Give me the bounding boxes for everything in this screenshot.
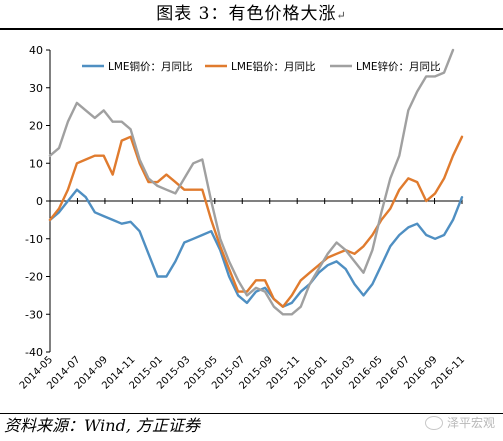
series-line-1 <box>48 188 464 308</box>
legend-label-1: LME铜价：月同比 <box>108 60 193 73</box>
watermark: 泽平宏观 <box>424 409 495 437</box>
y-tick-label: 20 <box>29 120 43 133</box>
legend-label-3: LME锌价：月同比 <box>356 60 441 73</box>
watermark-text: 泽平宏观 <box>446 416 495 430</box>
y-tick-label: 0 <box>36 195 43 208</box>
y-tick-label: -20 <box>25 271 43 284</box>
line-chart: -40-30-20-100102030402014-052014-072014-… <box>18 44 467 392</box>
y-tick-label: 40 <box>29 44 43 57</box>
y-tick-label: 30 <box>29 82 43 95</box>
title-text: 图表 3：有色价格大涨 <box>156 4 337 24</box>
legend-label-2: LME铝价：月同比 <box>231 60 316 73</box>
title-divider <box>0 28 503 30</box>
source-divider <box>0 413 503 414</box>
y-tick-label: 10 <box>29 157 43 170</box>
page-title: 图表 3：有色价格大涨↵ <box>0 0 503 28</box>
source-note: 资料来源：Wind, 方正证券 <box>4 416 201 435</box>
y-tick-label: -30 <box>25 308 43 321</box>
y-tick-label: -40 <box>25 346 43 359</box>
return-mark-icon: ↵ <box>336 9 347 22</box>
y-tick-label: -10 <box>25 233 43 246</box>
series-line-3 <box>48 48 455 316</box>
wechat-icon <box>424 416 443 430</box>
series-line-2 <box>48 135 464 308</box>
